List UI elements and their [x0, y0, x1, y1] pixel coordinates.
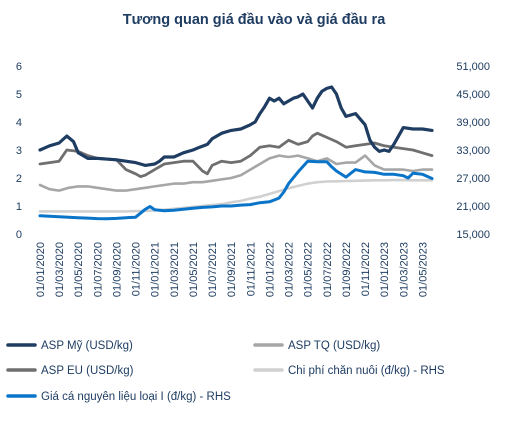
x-tick-label: 01/11/2020	[131, 242, 143, 296]
x-tick-label: 01/11/2021	[245, 242, 257, 296]
x-tick-label: 01/01/2020	[35, 242, 47, 297]
left-tick-label: 4	[16, 117, 22, 129]
x-tick-label: 01/01/2021	[150, 242, 162, 297]
x-tick-label: 01/03/2023	[398, 242, 410, 297]
legend-label: Chi phí chăn nuôi (đ/kg) - RHS	[288, 365, 445, 377]
x-tick-label: 01/09/2022	[341, 242, 353, 297]
legend-label: ASP Mỹ (USD/kg)	[41, 340, 133, 352]
x-tick-label: 01/03/2022	[284, 242, 296, 297]
right-tick-label: 15,000	[456, 229, 490, 241]
legend-label: Giá cá nguyên liệu loại I (đ/kg) - RHS	[41, 391, 231, 403]
left-axis-ticks: 0 1 2 3 4 5 6	[16, 61, 22, 241]
x-axis-ticks: 01/01/2020 01/03/2020 01/05/2020 01/07/2020…	[35, 242, 429, 297]
x-tick-label: 01/07/2021	[207, 242, 219, 297]
legend-label: ASP TQ (USD/kg)	[288, 340, 380, 352]
x-tick-label: 01/03/2020	[54, 242, 66, 297]
right-tick-label: 39,000	[456, 117, 490, 129]
left-tick-label: 3	[16, 145, 22, 157]
x-tick-label: 01/09/2020	[111, 242, 123, 297]
series-line-2	[38, 154, 434, 192]
left-tick-label: 5	[16, 89, 22, 101]
left-tick-label: 1	[16, 201, 22, 213]
right-tick-label: 21,000	[456, 201, 490, 213]
x-tick-label: 01/05/2023	[417, 242, 429, 297]
series-line-4	[38, 178, 434, 213]
series-line-5	[38, 159, 434, 221]
x-tick-label: 01/05/2021	[188, 242, 200, 297]
left-tick-label: 0	[16, 229, 22, 241]
right-axis-ticks: 15,000 21,000 27,000 33,000 39,000 45,000 51,0…	[456, 61, 490, 241]
x-tick-label: 01/05/2020	[73, 242, 85, 297]
right-tick-label: 27,000	[456, 173, 490, 185]
x-tick-label: 01/03/2021	[169, 242, 181, 297]
right-tick-label: 45,000	[456, 89, 490, 101]
right-tick-label: 33,000	[456, 145, 490, 157]
legend-label: ASP EU (USD/kg)	[41, 365, 134, 377]
left-tick-label: 2	[16, 173, 22, 185]
right-tick-label: 51,000	[456, 61, 490, 73]
series-line-1	[38, 85, 434, 167]
left-tick-label: 6	[16, 61, 22, 73]
x-tick-label: 01/01/2023	[379, 242, 391, 297]
series-layer	[38, 85, 434, 221]
chart-title: Tương quan giá đầu vào và giá đầu ra	[123, 12, 386, 28]
x-tick-label: 01/05/2022	[303, 242, 315, 297]
x-tick-label: 01/07/2022	[322, 242, 334, 297]
legend: ASP Mỹ (USD/kg) ASP TQ (USD/kg) ASP EU (US…	[6, 340, 445, 403]
x-tick-label: 01/01/2022	[264, 242, 276, 297]
x-tick-label: 01/09/2021	[226, 242, 238, 297]
series-line-3	[38, 131, 434, 179]
x-tick-label: 01/07/2020	[92, 242, 104, 297]
x-tick-label: 01/11/2022	[360, 242, 372, 296]
